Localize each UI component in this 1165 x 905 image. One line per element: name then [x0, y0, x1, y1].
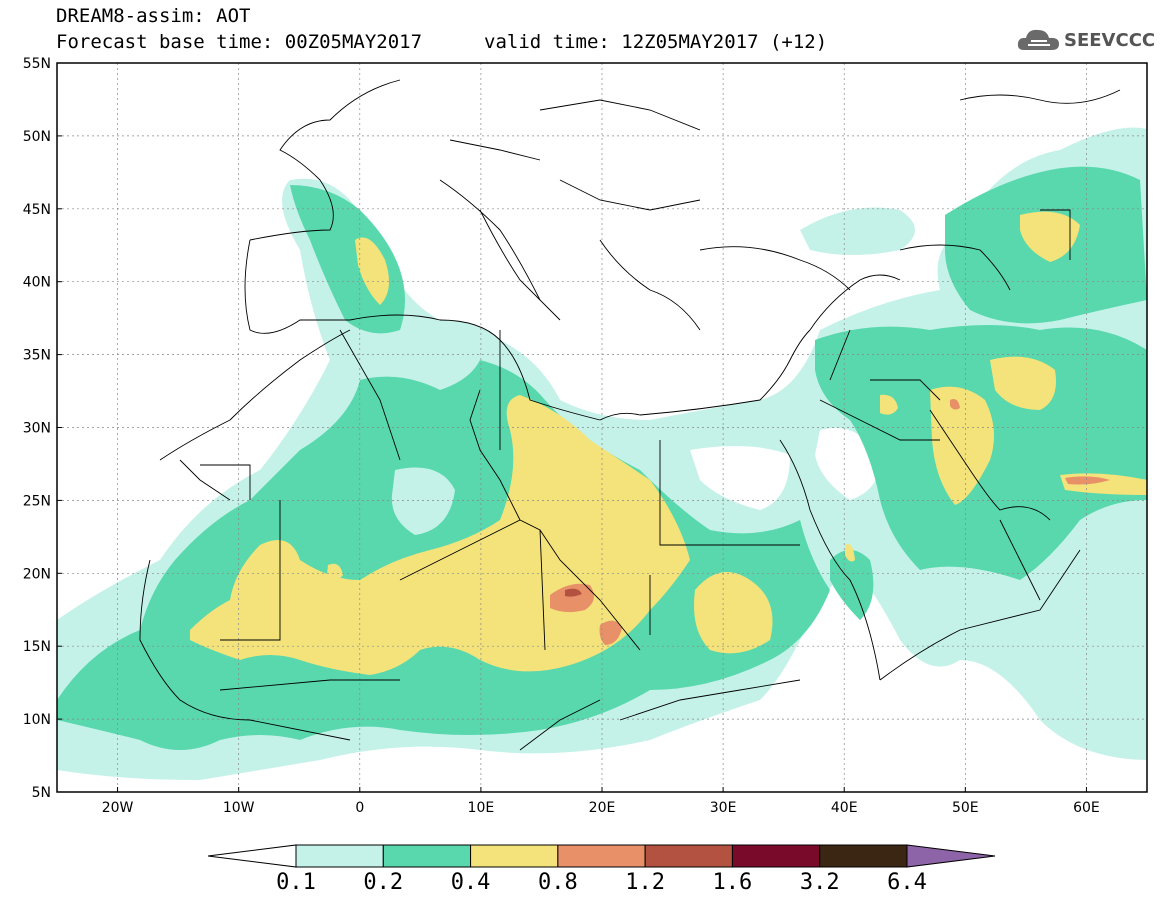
- seevccc-logo: SEEVCCC: [1016, 22, 1155, 58]
- lat-label: 20N: [23, 566, 51, 582]
- colorbar-label: 0.8: [538, 870, 578, 895]
- colorbar-box: [382, 844, 472, 868]
- lon-label: 60E: [1073, 800, 1100, 816]
- lat-label: 5N: [32, 785, 51, 801]
- colorbar-label: 1.6: [713, 870, 753, 895]
- colorbar-upper-triangle: [906, 844, 996, 868]
- forecast-base-time: Forecast base time: 00Z05MAY2017: [56, 31, 423, 53]
- lon-label: 20E: [589, 800, 616, 816]
- colorbar: 0.1 0.2 0.4 0.8 1.2 1.6 3.2 6.4: [207, 844, 996, 895]
- colorbar-box: [295, 844, 384, 868]
- map-title: DREAM8-assim: AOT: [56, 5, 251, 27]
- colorbar-box: [731, 844, 821, 868]
- lat-label: 40N: [23, 275, 51, 291]
- lat-label: 10N: [23, 712, 51, 728]
- colorbar-label: 6.4: [887, 870, 927, 895]
- coastlines-borders: [139, 79, 1121, 751]
- cloud-logo-icon: [1017, 29, 1059, 50]
- colorbar-lower-triangle: [207, 844, 297, 868]
- lat-label: 30N: [23, 421, 51, 437]
- colorbar-label: 1.2: [625, 870, 665, 895]
- colorbar-box: [470, 844, 559, 868]
- lat-label: 50N: [23, 129, 51, 145]
- colorbar-label: 0.4: [451, 870, 491, 895]
- aot-hole-inner: [391, 467, 455, 535]
- lon-label: 40E: [831, 800, 858, 816]
- lon-label: 30E: [710, 800, 737, 816]
- colorbar-label: 3.2: [800, 870, 840, 895]
- lat-label: 25N: [23, 493, 51, 509]
- lat-label: 15N: [23, 639, 51, 655]
- latitude-labels: 55N 50N 45N 40N 35N 30N 25N 20N 15N 10N 5N: [23, 56, 62, 801]
- lon-label: 50E: [952, 800, 979, 816]
- lat-label: 55N: [23, 56, 51, 72]
- lon-label: 10W: [223, 800, 255, 816]
- colorbar-box: [819, 844, 908, 868]
- longitude-labels: 20W 10W 0 10E 20E 30E 40E 50E 60E: [102, 787, 1100, 816]
- aot-holes: [548, 250, 880, 510]
- lat-label: 45N: [23, 202, 51, 218]
- lon-label: 0: [355, 800, 364, 816]
- colorbar-label: 0.1: [276, 870, 316, 895]
- lat-label: 35N: [23, 348, 51, 364]
- colorbar-box: [557, 844, 646, 868]
- aot-field: [57, 127, 1147, 780]
- graticule: [57, 63, 1147, 792]
- colorbar-label: 0.2: [363, 870, 403, 895]
- aot-level-0.8: [550, 399, 1110, 645]
- colorbar-box: [644, 844, 733, 868]
- aot-level-1.2: [565, 588, 582, 597]
- logo-text: SEEVCCC: [1064, 30, 1156, 51]
- lon-label: 10E: [468, 800, 495, 816]
- valid-time: valid time: 12Z05MAY2017 (+12): [484, 31, 828, 53]
- lon-label: 20W: [102, 800, 134, 816]
